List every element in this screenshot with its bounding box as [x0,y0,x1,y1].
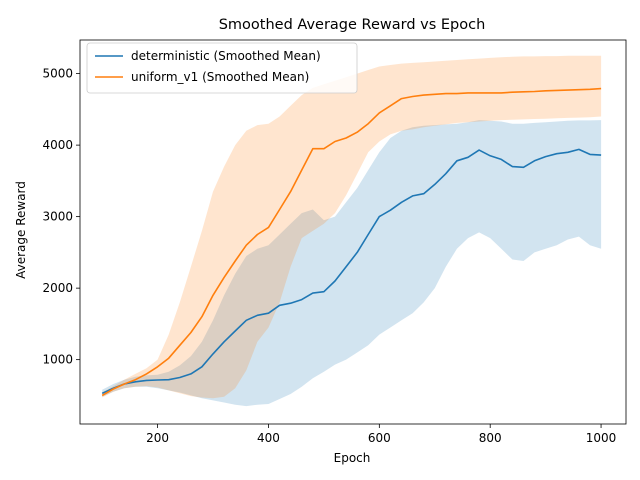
plot-frame [79,39,627,425]
legend-label-1: deterministic (Smoothed Mean) [131,49,321,63]
confidence-band-2 [102,55,602,399]
series-line-2 [101,87,602,397]
y-tick-label: 1000 [42,353,73,367]
y-tick-label: 2000 [42,281,73,295]
x-tick-label: 1000 [586,431,617,445]
x-axis-title: Epoch [334,451,371,465]
y-tick-label: 4000 [42,138,73,152]
legend-box [86,42,358,94]
series-line-1 [101,148,602,395]
legend: deterministic (Smoothed Mean) uniform_v1 … [86,42,358,94]
plot-area [80,40,626,424]
y-axis-ticks: 1000 2000 3000 4000 5000 [42,67,80,367]
y-tick-label: 5000 [42,67,73,81]
legend-label-2: uniform_v1 (Smoothed Mean) [131,70,309,84]
y-tick-label: 3000 [42,210,73,224]
x-tick-label: 800 [479,431,502,445]
y-axis-title: Average Reward [14,181,28,279]
confidence-band-1 [102,120,602,407]
chart-title: Smoothed Average Reward vs Epoch [219,17,486,33]
x-axis-ticks: 200 400 600 800 1000 [146,424,616,445]
x-tick-label: 200 [146,431,169,445]
confidence-bands [102,55,602,407]
x-tick-label: 600 [368,431,391,445]
x-tick-label: 400 [257,431,280,445]
series-lines [101,87,602,397]
